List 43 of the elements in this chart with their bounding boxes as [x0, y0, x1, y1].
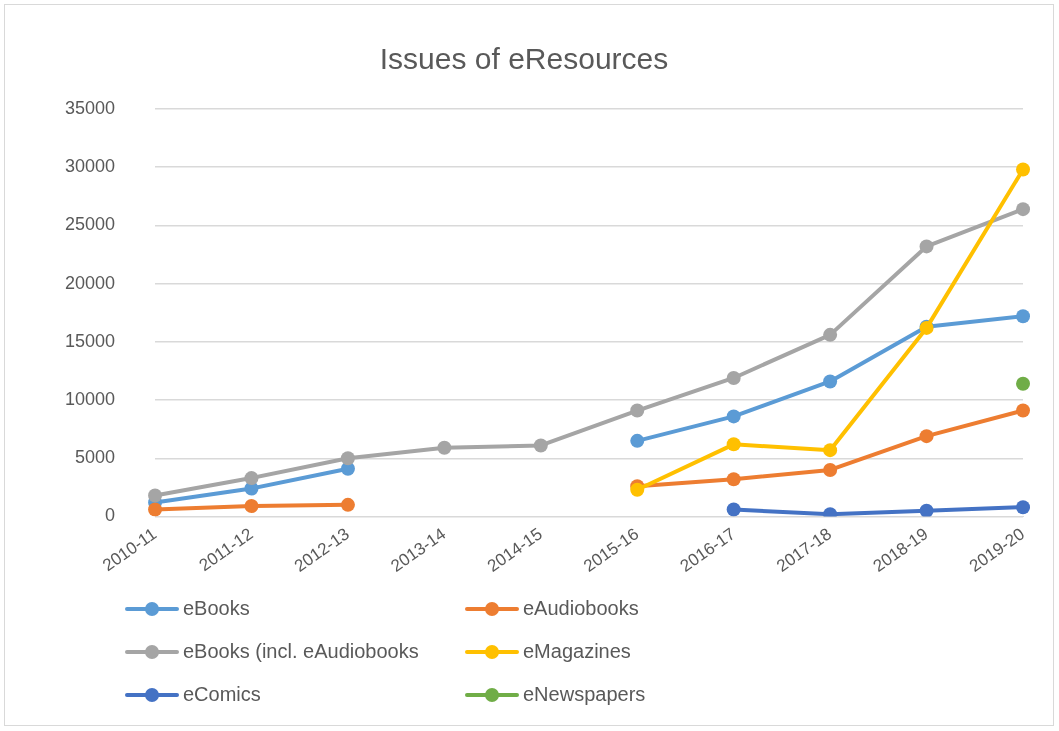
y-tick-label: 0 [105, 505, 116, 526]
point [1016, 202, 1030, 217]
y-tick-label: 25000 [64, 214, 116, 235]
y-tick-label: 20000 [64, 272, 116, 293]
chart-title: Issues of eResources [379, 42, 669, 76]
point [919, 429, 934, 444]
point [148, 488, 163, 503]
point [148, 502, 163, 517]
y-tick-label: 35000 [64, 97, 116, 118]
point [437, 440, 452, 455]
y-tick-label: 5000 [75, 447, 116, 468]
point [726, 370, 741, 385]
point [726, 437, 741, 452]
legend-label: eMagazines [523, 640, 631, 663]
point [726, 502, 741, 517]
legend-label: eBooks [183, 597, 250, 620]
point [1016, 162, 1030, 177]
point [823, 462, 838, 477]
point [630, 403, 645, 418]
point [244, 471, 259, 486]
y-tick-label: 15000 [64, 330, 116, 351]
point [726, 472, 741, 487]
point [340, 497, 355, 512]
point [630, 433, 645, 448]
legend-label: eComics [183, 683, 261, 706]
y-tick-label: 30000 [64, 156, 116, 177]
legend-label: eNewspapers [523, 683, 646, 706]
point [1016, 309, 1030, 324]
point [533, 438, 548, 453]
legend-label: eAudiobooks [523, 597, 639, 620]
point [244, 499, 259, 514]
point [1016, 376, 1030, 391]
point [823, 327, 838, 342]
legend-label: eBooks (incl. eAudiobooks [183, 640, 419, 663]
point [726, 409, 741, 424]
point [1016, 500, 1030, 515]
point [823, 374, 838, 389]
point [1016, 403, 1030, 418]
point [340, 451, 355, 466]
point [919, 239, 934, 254]
point [919, 503, 934, 517]
y-tick-label: 10000 [64, 389, 116, 410]
point [823, 443, 838, 458]
